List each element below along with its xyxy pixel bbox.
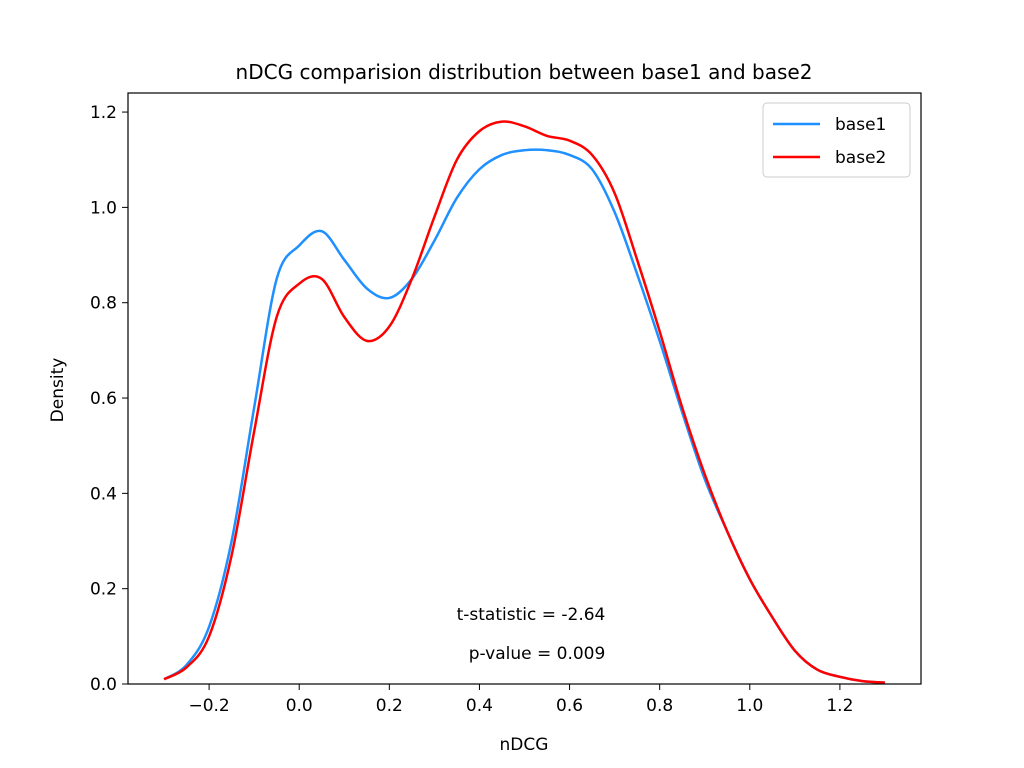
chart-title: nDCG comparision distribution between ba…	[236, 60, 813, 84]
series-line-base2	[163, 120, 886, 684]
y-tick-label: 0.8	[90, 294, 117, 314]
y-tick-label: 0.0	[90, 675, 117, 695]
annotation-t-statistic: t-statistic = -2.64	[457, 605, 606, 625]
x-tick-label: 0.8	[646, 696, 673, 716]
y-tick-label: 0.6	[90, 389, 117, 409]
y-tick-label: 1.0	[90, 198, 117, 218]
legend: base1 base2	[762, 102, 911, 178]
y-tick-label: 0.4	[90, 484, 117, 504]
x-axis-label: nDCG	[500, 735, 549, 755]
y-tick-label: 0.2	[90, 580, 117, 600]
legend-box	[762, 102, 911, 178]
axes-frame	[127, 92, 922, 685]
x-tick-label: 0.6	[556, 696, 583, 716]
axes-layer: −0.2 0.0 0.2 0.4 0.6 0.8 1.0 1.2 0.0 0.2 0.4 0.6 0.8…	[90, 92, 922, 716]
x-tick-label: 1.0	[736, 696, 763, 716]
legend-label-base2: base2	[835, 148, 886, 168]
y-axis-label: Density	[48, 358, 68, 423]
x-tick-label: 1.2	[826, 696, 853, 716]
annotation-p-value: p-value = 0.009	[469, 644, 606, 664]
legend-label-base1: base1	[835, 115, 886, 135]
x-tick-label: 0.4	[466, 696, 493, 716]
x-tick-label: 0.2	[376, 696, 403, 716]
y-tick-label: 1.2	[90, 103, 117, 123]
x-tick-label: −0.2	[188, 696, 229, 716]
x-tick-label: 0.0	[286, 696, 313, 716]
plot-layer	[163, 120, 886, 684]
